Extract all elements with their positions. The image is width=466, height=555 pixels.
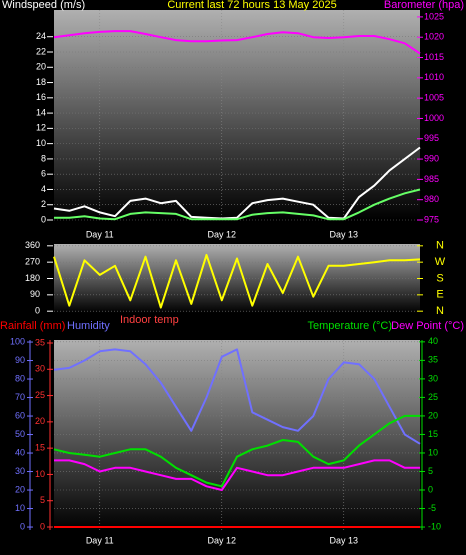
tick-label: -10	[428, 521, 441, 531]
series-line	[53, 146, 421, 220]
tick-label: 6	[41, 169, 46, 179]
tick-label: 20	[15, 484, 25, 494]
tick-label: 10	[35, 469, 45, 479]
series-line	[53, 253, 421, 309]
tick-label: 1025	[424, 11, 444, 21]
plot-background	[54, 10, 420, 220]
label: Temperature (°C)	[308, 320, 392, 332]
tick-label: 1020	[424, 32, 444, 42]
tick-label: 270	[25, 257, 40, 267]
label: Current last 72 hours 13 May 2025	[167, 0, 336, 11]
tick-label: S	[436, 272, 443, 284]
series-line	[53, 348, 421, 445]
tick-label: 8	[41, 153, 46, 163]
tick-label: E	[436, 289, 443, 301]
tick-label: 30	[35, 364, 45, 374]
tick-label: 0	[41, 214, 46, 224]
label: Humidity	[67, 320, 110, 332]
tick-label: 40	[428, 336, 438, 346]
tick-label: 12	[36, 123, 46, 133]
series-line	[54, 459, 420, 491]
tick-label: 10	[428, 447, 438, 457]
series-line	[53, 414, 420, 488]
x-tick-label: Day 11	[86, 535, 114, 545]
tick-label: 80	[15, 373, 25, 383]
tick-label: 24	[36, 31, 46, 41]
tick-label: 10	[36, 138, 46, 148]
label: Windspeed (m/s)	[2, 0, 85, 11]
tick-label: -5	[428, 503, 436, 513]
tick-label: 180	[25, 273, 40, 283]
tick-label: N	[436, 305, 444, 317]
tick-label: 0	[20, 521, 25, 531]
tick-label: 18	[36, 77, 46, 87]
tick-label: N	[436, 240, 444, 252]
tick-label: 990	[424, 153, 439, 163]
tick-label: 25	[428, 392, 438, 402]
series-line	[53, 30, 421, 55]
x-tick-label: Day 13	[329, 229, 358, 239]
tick-label: 90	[30, 289, 40, 299]
label: Indoor temp	[120, 314, 179, 326]
tick-label: 40	[15, 447, 25, 457]
tick-label: 0	[40, 521, 45, 531]
plot-background	[54, 340, 420, 530]
tick-label: 2	[41, 199, 46, 209]
label: Rainfall (mm)	[0, 320, 65, 332]
tick-label: 360	[25, 240, 40, 250]
x-tick-label: Day 12	[207, 229, 236, 239]
tick-label: 60	[15, 410, 25, 420]
tick-label: W	[435, 256, 446, 268]
tick-label: 5	[428, 466, 433, 476]
tick-label: 985	[424, 174, 439, 184]
tick-label: 1005	[424, 93, 444, 103]
tick-label: 100	[10, 336, 25, 346]
tick-label: 10	[15, 503, 25, 513]
label: Barometer (hpa)	[384, 0, 464, 11]
tick-label: 70	[15, 392, 25, 402]
tick-label: 1000	[424, 113, 444, 123]
tick-label: 15	[35, 443, 45, 453]
tick-label: 16	[36, 92, 46, 102]
tick-label: 25	[35, 390, 45, 400]
tick-label: 35	[35, 337, 45, 347]
label: Dew Point (°C)	[391, 320, 464, 332]
tick-label: 20	[36, 62, 46, 72]
tick-label: 5	[40, 495, 45, 505]
tick-label: 1010	[424, 72, 444, 82]
tick-label: 90	[15, 355, 25, 365]
x-tick-label: Day 11	[86, 229, 114, 239]
tick-label: 35	[428, 355, 438, 365]
tick-label: 22	[36, 46, 46, 56]
tick-label: 995	[424, 133, 439, 143]
tick-label: 20	[35, 416, 45, 426]
tick-label: 980	[424, 194, 439, 204]
tick-label: 14	[36, 107, 46, 117]
tick-label: 30	[15, 466, 25, 476]
x-tick-label: Day 13	[329, 535, 358, 545]
tick-label: 20	[428, 410, 438, 420]
tick-label: 4	[41, 184, 46, 194]
tick-label: 0	[428, 484, 433, 494]
tick-label: 30	[428, 373, 438, 383]
tick-label: 15	[428, 429, 438, 439]
tick-label: 0	[35, 306, 40, 316]
series-line	[54, 188, 421, 221]
tick-label: 50	[15, 429, 25, 439]
tick-label: 975	[424, 214, 439, 224]
x-tick-label: Day 12	[207, 535, 236, 545]
tick-label: 1015	[424, 52, 444, 62]
